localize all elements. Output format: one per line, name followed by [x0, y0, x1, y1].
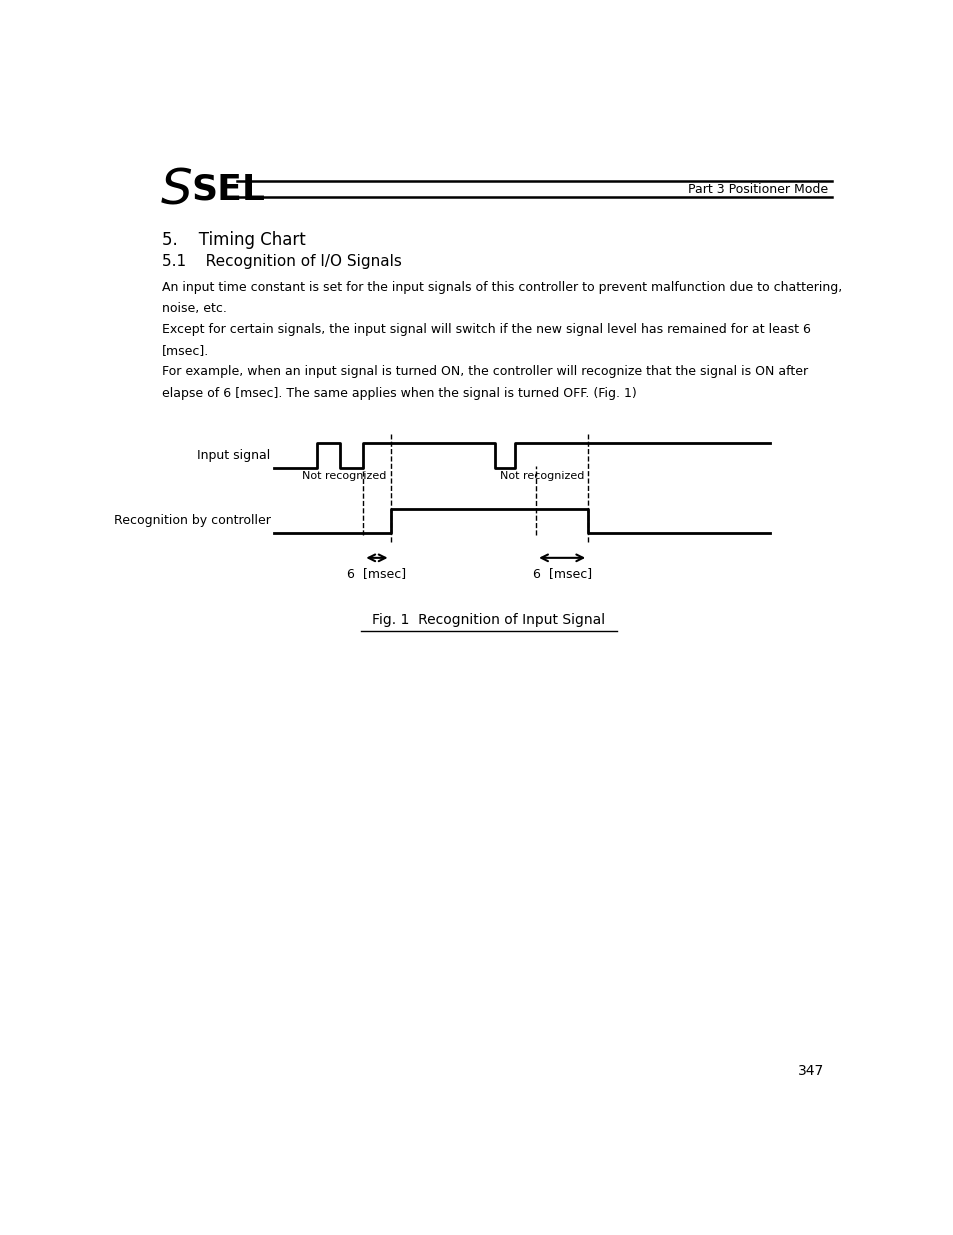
Text: [msec].: [msec].	[162, 345, 209, 357]
Text: 347: 347	[798, 1063, 823, 1078]
Text: 5.    Timing Chart: 5. Timing Chart	[162, 231, 305, 248]
Text: elapse of 6 [msec]. The same applies when the signal is turned OFF. (Fig. 1): elapse of 6 [msec]. The same applies whe…	[162, 387, 636, 399]
Text: Not recognized: Not recognized	[499, 471, 583, 480]
Text: 6  [msec]: 6 [msec]	[532, 567, 591, 580]
Text: SEL: SEL	[192, 172, 265, 206]
Text: $\mathit{S}$: $\mathit{S}$	[159, 165, 192, 212]
Text: Part 3 Positioner Mode: Part 3 Positioner Mode	[687, 183, 827, 195]
Text: An input time constant is set for the input signals of this controller to preven: An input time constant is set for the in…	[162, 280, 841, 294]
Text: Recognition by controller: Recognition by controller	[113, 515, 270, 527]
Text: 6  [msec]: 6 [msec]	[347, 567, 406, 580]
Text: Except for certain signals, the input signal will switch if the new signal level: Except for certain signals, the input si…	[162, 324, 810, 336]
Text: Not recognized: Not recognized	[302, 471, 386, 480]
Text: Fig. 1  Recognition of Input Signal: Fig. 1 Recognition of Input Signal	[372, 614, 605, 627]
Text: For example, when an input signal is turned ON, the controller will recognize th: For example, when an input signal is tur…	[162, 366, 807, 378]
Text: 5.1    Recognition of I/O Signals: 5.1 Recognition of I/O Signals	[162, 253, 401, 269]
Text: Input signal: Input signal	[197, 450, 270, 462]
Text: noise, etc.: noise, etc.	[162, 301, 227, 315]
